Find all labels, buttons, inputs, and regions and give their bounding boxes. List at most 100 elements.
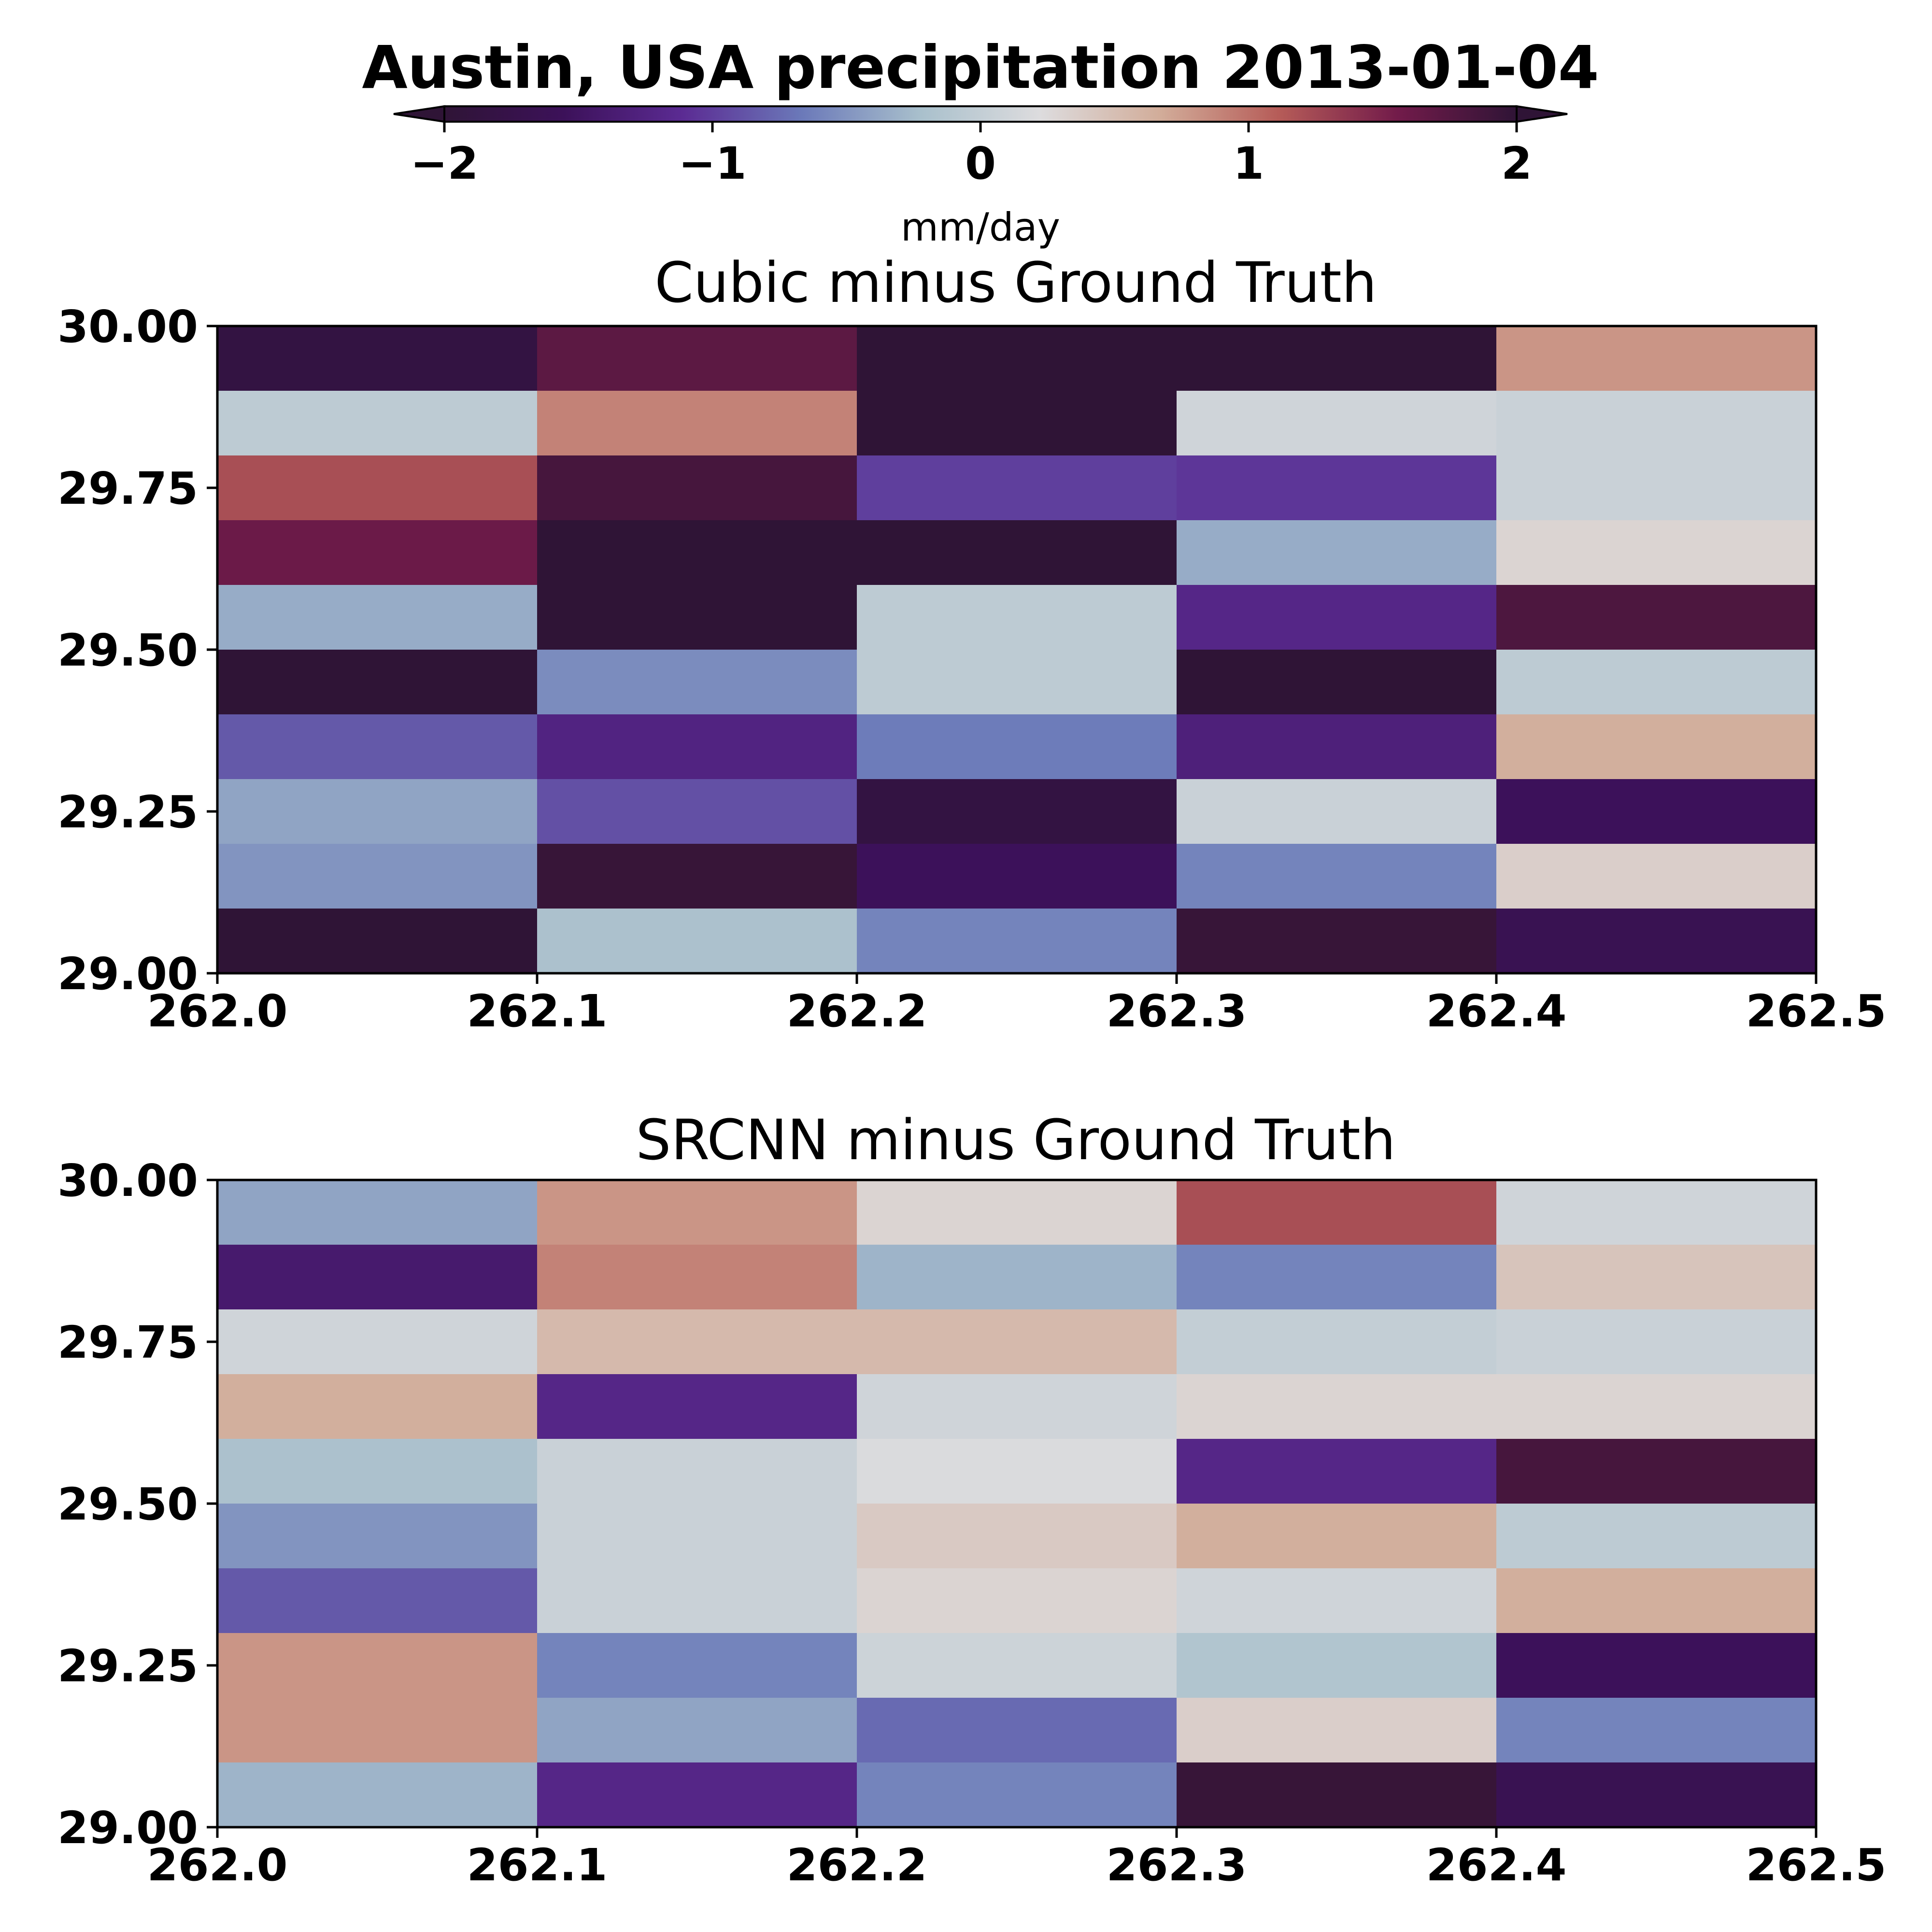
heatmap-cell bbox=[537, 650, 857, 715]
heatmap-cell bbox=[1496, 326, 1817, 391]
heatmap-cell bbox=[857, 520, 1177, 585]
colorbar-label: mm/day bbox=[901, 205, 1060, 250]
heatmap-cell bbox=[537, 714, 857, 780]
heatmap-cell bbox=[1177, 1439, 1497, 1504]
heatmap-cell bbox=[537, 1633, 857, 1698]
heatmap-cell bbox=[857, 1504, 1177, 1569]
x-tick-label: 262.4 bbox=[1426, 1839, 1566, 1891]
heatmap-cell bbox=[537, 844, 857, 909]
heatmap-cell bbox=[217, 520, 538, 585]
y-tick-label: 29.00 bbox=[57, 948, 198, 1000]
heatmap-cell bbox=[1496, 909, 1817, 974]
y-tick-label: 29.75 bbox=[57, 1317, 198, 1368]
heatmap-cell bbox=[217, 1633, 538, 1698]
heatmap-cell bbox=[857, 1309, 1177, 1375]
heatmap-cell bbox=[1177, 326, 1497, 391]
heatmap-cell bbox=[1496, 391, 1817, 456]
heatmap-cell bbox=[537, 326, 857, 391]
heatmap-cell bbox=[217, 1245, 538, 1310]
panel-title-cubic: Cubic minus Ground Truth bbox=[654, 251, 1377, 315]
colorbar-gradient bbox=[443, 105, 1518, 123]
colorbar-tick-label: 0 bbox=[965, 138, 996, 189]
heatmap-cell bbox=[1496, 585, 1817, 650]
heatmap-cell bbox=[537, 1439, 857, 1504]
colorbar-extend-min bbox=[393, 105, 445, 123]
heatmap-cell bbox=[1496, 779, 1817, 844]
heatmap-cell bbox=[217, 455, 538, 521]
heatmap-cell bbox=[1177, 1698, 1497, 1763]
heatmap-cell bbox=[1496, 1374, 1817, 1439]
colorbar: −2 −1 0 1 2 mm/day bbox=[393, 105, 1568, 250]
figure-title: Austin, USA precipitation 2013-01-04 bbox=[362, 33, 1599, 102]
y-tick-label: 29.50 bbox=[57, 625, 198, 676]
heatmap-cell bbox=[217, 1180, 538, 1245]
heatmap-cell bbox=[1496, 1180, 1817, 1245]
heatmap-cell bbox=[1177, 455, 1497, 521]
colorbar-extend-max bbox=[1516, 105, 1568, 123]
heatmap-cell bbox=[857, 1439, 1177, 1504]
heatmap-cell bbox=[1496, 1633, 1817, 1698]
heatmap-cell bbox=[857, 1762, 1177, 1828]
heatmap-cell bbox=[537, 1504, 857, 1569]
heatmap-cell bbox=[1177, 650, 1497, 715]
heatmap-cell bbox=[1177, 844, 1497, 909]
heatmap-cell bbox=[1496, 1439, 1817, 1504]
heatmap-cell bbox=[1177, 391, 1497, 456]
axes-srcnn: 262.0 262.1 262.2 262.3 262.4 262.5 29.00 29.25… bbox=[57, 1155, 1887, 1891]
heatmap-cell bbox=[217, 1309, 538, 1375]
heatmap-cell bbox=[217, 585, 538, 650]
heatmap-cell bbox=[537, 455, 857, 521]
x-tick-label: 262.2 bbox=[786, 1839, 927, 1891]
heatmap-cell bbox=[217, 391, 538, 456]
y-tick-label: 29.25 bbox=[57, 1640, 198, 1692]
heatmap-cell bbox=[217, 909, 538, 974]
heatmap-cell bbox=[537, 1180, 857, 1245]
heatmap-cell bbox=[857, 1568, 1177, 1634]
x-tick-label: 262.3 bbox=[1106, 1839, 1247, 1891]
heatmap-cell bbox=[1177, 1568, 1497, 1634]
heatmap-cell bbox=[857, 779, 1177, 844]
heatmap-cell bbox=[857, 1698, 1177, 1763]
y-tick-label: 30.00 bbox=[57, 1155, 198, 1207]
heatmap-cell bbox=[1177, 909, 1497, 974]
heatmap-cell bbox=[537, 520, 857, 585]
heatmap-cell bbox=[217, 844, 538, 909]
heatmap-cell bbox=[857, 1374, 1177, 1439]
heatmap-cell bbox=[1496, 650, 1817, 715]
heatmap-cell bbox=[1496, 1698, 1817, 1763]
heatmap-cell bbox=[1177, 1504, 1497, 1569]
heatmap-cell bbox=[857, 1180, 1177, 1245]
heatmap-cell bbox=[537, 1374, 857, 1439]
y-tick-label: 29.75 bbox=[57, 463, 198, 514]
heatmap-cell bbox=[217, 1374, 538, 1439]
colorbar-tick-label: −2 bbox=[410, 138, 478, 189]
heatmap-cell bbox=[857, 1633, 1177, 1698]
panel-cubic: Cubic minus Ground Truth 262.0 262.1 262.2… bbox=[57, 251, 1887, 1037]
x-tick-label: 262.1 bbox=[467, 1839, 607, 1891]
heatmap-cell bbox=[1496, 714, 1817, 780]
heatmap-cell bbox=[1177, 779, 1497, 844]
heatmap-cell bbox=[1177, 1762, 1497, 1828]
heatmap-cell bbox=[537, 585, 857, 650]
heatmap-cell bbox=[857, 455, 1177, 521]
heatmap-cell bbox=[1177, 1245, 1497, 1310]
axes-cubic: 262.0 262.1 262.2 262.3 262.4 262.5 29.00 29.25… bbox=[57, 301, 1887, 1037]
heatmap-cell bbox=[857, 650, 1177, 715]
heatmap-cell bbox=[1177, 1309, 1497, 1375]
colorbar-tick-label: 1 bbox=[1233, 138, 1264, 189]
y-tick-label: 29.50 bbox=[57, 1478, 198, 1530]
heatmap-cell bbox=[537, 1762, 857, 1828]
heatmap-cell bbox=[857, 1245, 1177, 1310]
x-tick-label: 262.5 bbox=[1746, 985, 1886, 1037]
heatmap-cell bbox=[217, 1698, 538, 1763]
x-tick-label: 262.0 bbox=[147, 1839, 287, 1891]
heatmap-cell bbox=[1496, 520, 1817, 585]
heatmap-cell bbox=[1177, 1374, 1497, 1439]
heatmap-cell bbox=[1496, 1309, 1817, 1375]
heatmap-cell bbox=[217, 1439, 538, 1504]
heatmap-cells-srcnn bbox=[217, 1180, 1817, 1828]
heatmap-cell bbox=[857, 714, 1177, 780]
heatmap-cell bbox=[857, 585, 1177, 650]
colorbar-tick-label: 2 bbox=[1501, 138, 1532, 189]
